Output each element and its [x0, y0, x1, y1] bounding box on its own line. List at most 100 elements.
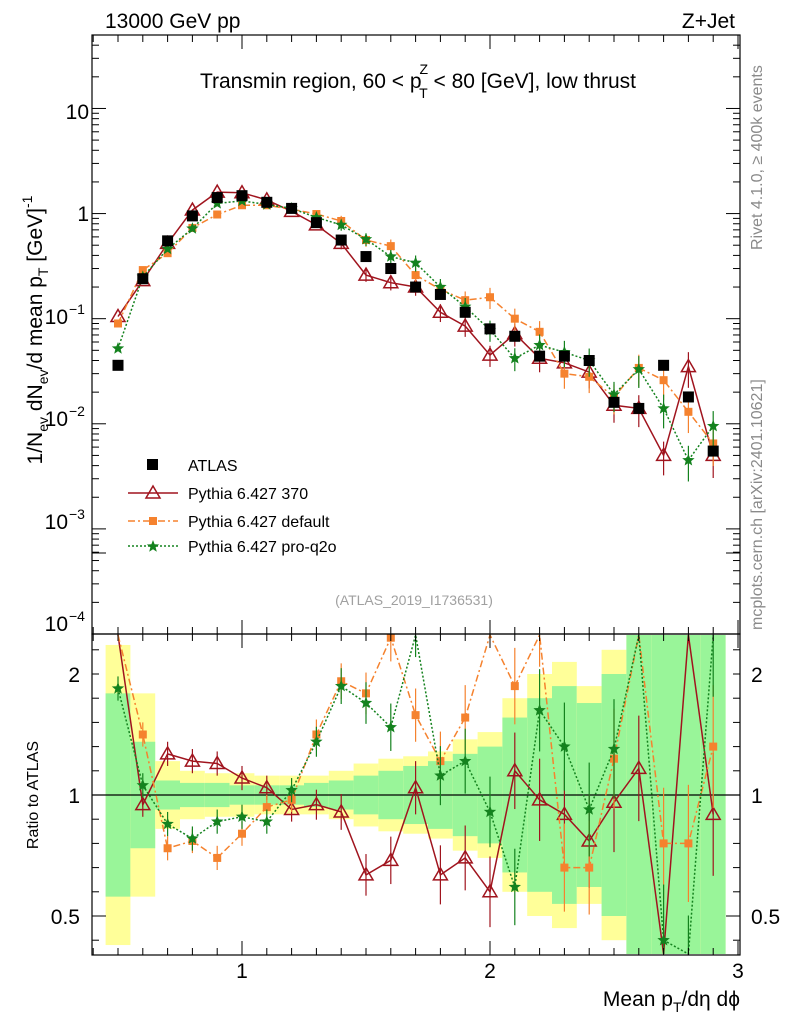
main-point-atlas-24	[707, 445, 719, 457]
legend-label-atlas: ATLAS	[188, 458, 238, 475]
main-point-atlas-10	[360, 251, 372, 263]
ratio-point-pythia-6-427-370-14	[456, 849, 474, 864]
ratio-point-pythia-6-427-pro-q2o-0	[111, 682, 125, 694]
region-title: Transmin region, 60 < pZ T < 80 [GeV], lo…	[200, 61, 636, 101]
ytick-1: 1	[77, 203, 89, 226]
ratio-point-pythia-6-427-default-1	[138, 730, 147, 739]
ratio-point-pythia-6-427-pro-q2o-4	[211, 815, 224, 827]
main-point-pythia-6-427-370-15	[481, 346, 499, 361]
main-point-atlas-6	[261, 196, 273, 208]
main-point-atlas-1	[137, 273, 149, 285]
ratio-point-pythia-6-427-default-19	[585, 863, 594, 872]
ratio-tick-05-right: 0.5	[751, 906, 780, 929]
ratio-point-pythia-6-427-370-18	[556, 805, 573, 821]
main-line-pythia-6-427-pro-q2o	[117, 200, 714, 462]
main-point-atlas-7	[286, 202, 298, 214]
ratio-point-pythia-6-427-pro-q2o-11	[384, 720, 397, 733]
main-point-atlas-20	[608, 396, 620, 408]
region-title-pre: Transmin region, 60 < p	[200, 70, 422, 93]
main-point-pythia-6-427-370-14	[456, 317, 474, 332]
ytick-1e-3-exp: −3	[69, 506, 85, 522]
ratio-point-pythia-6-427-pro-q2o-3	[186, 832, 199, 844]
ytick-1e-4: 10	[45, 613, 68, 636]
ytick-1e-1: 10	[45, 306, 68, 329]
ratio-point-pythia-6-427-370-21	[630, 759, 648, 775]
axis-ticks	[92, 34, 740, 955]
ratio-tick-1-right: 1	[751, 785, 763, 808]
main-point-pythia-6-427-default-18	[560, 369, 569, 378]
ratio-point-pythia-6-427-default-5	[238, 829, 246, 838]
main-point-pythia-6-427-pro-q2o-21	[632, 362, 645, 375]
ratio-y-tick-labels: 2 1 0.5 2 1 0.5	[51, 664, 780, 929]
ratio-y-axis-label: Ratio to ATLAS	[25, 741, 42, 849]
main-point-atlas-13	[434, 288, 446, 300]
main-point-pythia-6-427-370-22	[655, 446, 672, 462]
ratio-tick-05-left: 0.5	[51, 906, 80, 929]
ratio-point-pythia-6-427-pro-q2o-19	[583, 803, 596, 815]
main-point-pythia-6-427-pro-q2o-9	[335, 218, 348, 231]
region-title-sup: Z	[420, 61, 429, 77]
main-point-atlas-2	[162, 235, 174, 247]
legend-label-pydefault: Pythia 6.427 default	[188, 514, 330, 531]
main-point-pythia-6-427-370-11	[382, 274, 400, 289]
ratio-point-pythia-6-427-370-4	[208, 755, 226, 770]
ytick-1e-3: 10	[45, 511, 68, 534]
mcplots-label: mcplots.cern.ch [arXiv:2401.10621]	[749, 379, 766, 630]
ratio-point-pythia-6-427-370-1	[134, 796, 152, 811]
main-point-pythia-6-427-default-23	[684, 407, 693, 416]
ytick-1e-2-exp: −2	[69, 403, 85, 419]
main-point-pythia-6-427-370-23	[680, 358, 697, 373]
ratio-point-pythia-6-427-default-4	[213, 853, 222, 862]
legend-marker-pydefault	[149, 517, 157, 525]
main-point-pythia-6-427-370-13	[432, 303, 449, 319]
main-point-pythia-6-427-pro-q2o-24	[707, 419, 720, 432]
ytick-10: 10	[66, 101, 89, 124]
ratio-point-pythia-6-427-370-17	[531, 791, 548, 806]
ratio-point-pythia-6-427-default-23	[684, 839, 693, 848]
ratio-point-pythia-6-427-pro-q2o-20	[607, 742, 621, 755]
x-axis-label: Mean pT/dη dϕ	[603, 988, 740, 1015]
ratio-point-pythia-6-427-370-16	[506, 762, 524, 777]
ratio-point-pythia-6-427-370-13	[432, 866, 449, 881]
main-point-atlas-9	[335, 234, 347, 246]
main-point-atlas-16	[509, 330, 521, 342]
ratio-point-pythia-6-427-pro-q2o-22	[657, 933, 670, 946]
main-point-pythia-6-427-pro-q2o-12	[409, 256, 422, 269]
ratio-point-pythia-6-427-default-12	[411, 711, 420, 720]
ratio-point-pythia-6-427-370-12	[407, 779, 424, 794]
main-point-pythia-6-427-default-4	[213, 210, 222, 219]
ratio-point-pythia-6-427-pro-q2o-17	[533, 703, 546, 716]
ratio-point-pythia-6-427-370-9	[332, 803, 350, 818]
ratio-point-pythia-6-427-370-6	[258, 779, 276, 794]
ratio-point-pythia-6-427-370-8	[308, 796, 325, 811]
main-point-atlas-11	[385, 263, 397, 275]
main-point-atlas-23	[682, 391, 694, 403]
main-point-pythia-6-427-pro-q2o-16	[508, 351, 521, 364]
ratio-point-pythia-6-427-370-3	[184, 752, 201, 767]
xtick-1: 1	[236, 960, 248, 983]
ratio-point-pythia-6-427-pro-q2o-2	[161, 817, 174, 830]
ratio-point-pythia-6-427-default-16	[510, 682, 519, 691]
process-label: Z+Jet	[682, 10, 735, 33]
ratio-point-pythia-6-427-default-6	[262, 803, 271, 812]
main-point-pythia-6-427-370-10	[357, 266, 375, 281]
ytick-1e-1-exp: −1	[69, 301, 85, 317]
main-point-pythia-6-427-default-16	[510, 314, 519, 323]
main-point-atlas-14	[459, 306, 471, 318]
ratio-tick-1-left: 1	[68, 785, 80, 808]
ratio-point-pythia-6-427-370-7	[283, 801, 300, 816]
main-point-pythia-6-427-pro-q2o-13	[434, 280, 447, 293]
ratio-point-pythia-6-427-pro-q2o-7	[285, 783, 298, 796]
ratio-tick-2-left: 2	[68, 664, 80, 687]
main-point-pythia-6-427-pro-q2o-3	[186, 222, 199, 234]
main-y-tick-labels: 10 1 10 −1 10 −2 10 −3 10 −4	[45, 101, 89, 636]
main-line-pythia-6-427-370	[117, 191, 714, 458]
x-tick-labels: 1 2 3	[236, 960, 744, 983]
ratio-point-pythia-6-427-370-10	[357, 866, 375, 881]
main-line-pythia-6-427-default	[117, 204, 714, 444]
ratio-point-pythia-6-427-pro-q2o-14	[459, 754, 472, 767]
main-point-pythia-6-427-default-22	[659, 376, 668, 385]
main-point-pythia-6-427-pro-q2o-17	[533, 338, 546, 351]
main-point-pythia-6-427-default-17	[535, 327, 544, 336]
